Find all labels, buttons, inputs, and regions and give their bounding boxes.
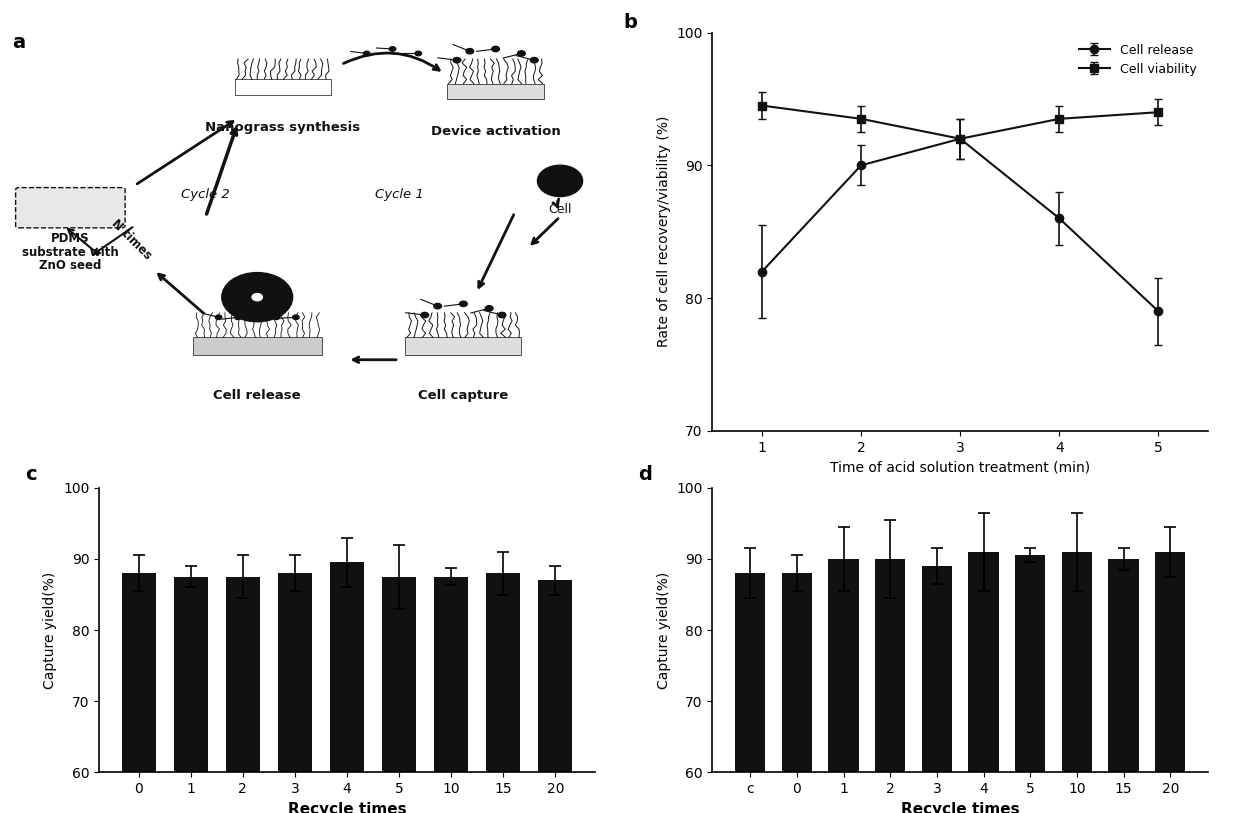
Bar — [875, 559, 906, 772]
Circle shape — [252, 293, 263, 301]
Bar — [969, 552, 999, 772]
Bar — [330, 563, 364, 772]
Text: Device activation: Device activation — [431, 125, 560, 138]
Circle shape — [222, 272, 292, 322]
Bar — [225, 576, 260, 772]
Y-axis label: Rate of cell recovery/viability (%): Rate of cell recovery/viability (%) — [657, 116, 670, 347]
Text: Cell: Cell — [549, 203, 571, 216]
Text: substrate with: substrate with — [22, 246, 119, 259]
Circle shape — [538, 165, 582, 197]
Bar — [538, 580, 572, 772]
Bar — [121, 573, 156, 772]
Bar — [234, 79, 331, 95]
Circle shape — [460, 301, 467, 307]
Circle shape — [498, 312, 506, 318]
Bar — [278, 573, 312, 772]
Circle shape — [389, 46, 395, 51]
Text: c: c — [25, 465, 36, 484]
Circle shape — [453, 58, 461, 63]
Bar — [735, 573, 766, 772]
Circle shape — [492, 46, 499, 52]
Bar — [382, 576, 416, 772]
Bar — [1015, 555, 1046, 772]
Circle shape — [415, 51, 421, 55]
Legend: Cell release, Cell viability: Cell release, Cell viability — [1074, 39, 1202, 81]
Circle shape — [530, 58, 538, 63]
Bar — [1062, 552, 1092, 772]
Text: Cycle 2: Cycle 2 — [181, 188, 230, 201]
Circle shape — [518, 50, 525, 56]
Bar — [1155, 552, 1186, 772]
Bar — [486, 573, 520, 772]
Text: Nanograss synthesis: Nanograss synthesis — [206, 120, 361, 133]
Bar — [447, 84, 544, 99]
Circle shape — [234, 315, 242, 320]
Text: PDMS: PDMS — [51, 233, 89, 246]
Y-axis label: Capture yield(%): Capture yield(%) — [43, 572, 57, 689]
Circle shape — [292, 315, 299, 320]
Text: N times: N times — [109, 216, 154, 262]
Circle shape — [466, 49, 473, 54]
Text: a: a — [12, 33, 26, 52]
Text: Cell release: Cell release — [213, 389, 301, 402]
Circle shape — [216, 315, 222, 320]
Text: ZnO seed: ZnO seed — [40, 259, 102, 272]
Text: d: d — [638, 465, 652, 484]
Text: Cell capture: Cell capture — [419, 389, 508, 402]
Bar — [922, 566, 952, 772]
X-axis label: Recycle times: Recycle times — [901, 802, 1020, 813]
Bar — [405, 337, 522, 355]
Circle shape — [486, 306, 493, 311]
Bar — [434, 576, 468, 772]
Circle shape — [421, 312, 429, 318]
Y-axis label: Capture yield(%): Capture yield(%) — [657, 572, 670, 689]
Text: b: b — [623, 12, 637, 32]
Bar — [782, 573, 812, 772]
Bar — [1109, 559, 1139, 772]
Bar — [829, 559, 859, 772]
FancyBboxPatch shape — [16, 188, 125, 228]
Circle shape — [363, 51, 370, 55]
Bar — [193, 337, 322, 355]
Text: Cycle 1: Cycle 1 — [374, 188, 424, 201]
Bar — [173, 576, 208, 772]
X-axis label: Recycle times: Recycle times — [287, 802, 406, 813]
X-axis label: Time of acid solution treatment (min): Time of acid solution treatment (min) — [830, 460, 1090, 474]
Circle shape — [434, 303, 441, 309]
Circle shape — [274, 315, 280, 320]
